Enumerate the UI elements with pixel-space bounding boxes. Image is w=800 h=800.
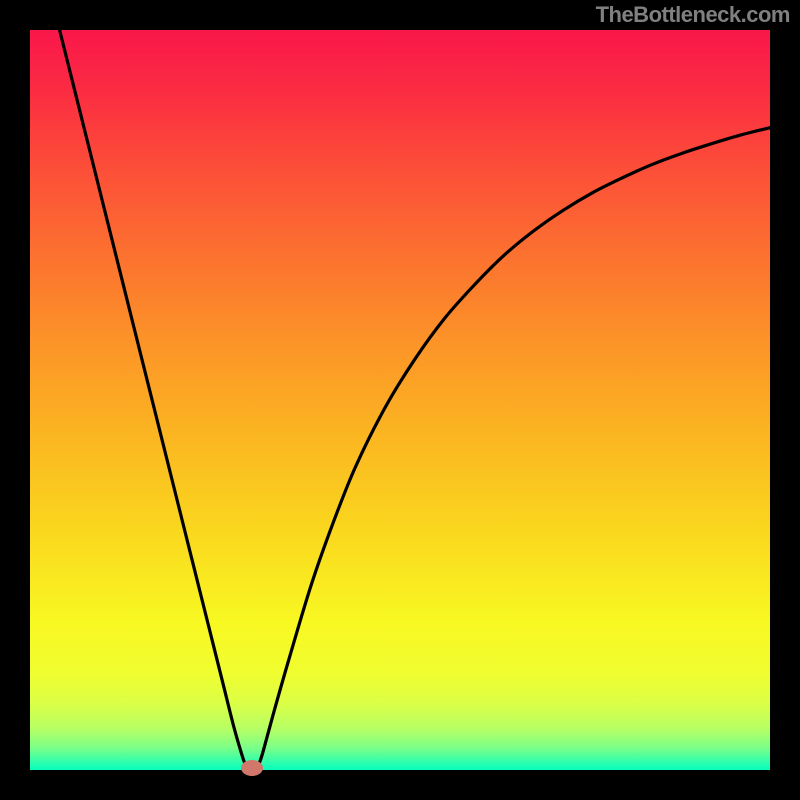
plot-area xyxy=(30,30,770,770)
chart-container: TheBottleneck.com xyxy=(0,0,800,800)
watermark-text: TheBottleneck.com xyxy=(596,2,790,28)
minimum-marker xyxy=(241,760,263,776)
bottleneck-curve xyxy=(30,30,770,770)
